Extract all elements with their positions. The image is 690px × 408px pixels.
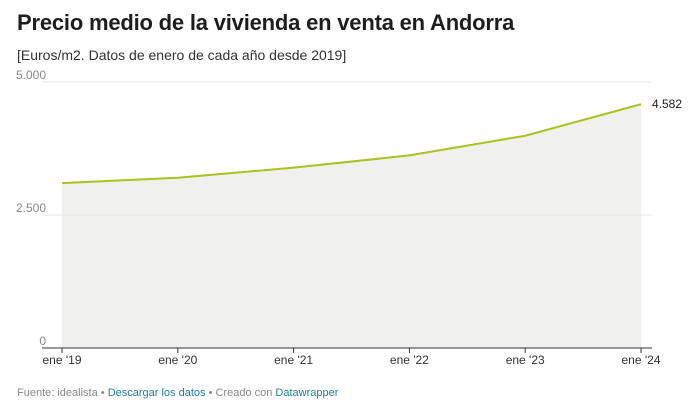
y-tick-label: 0 (39, 334, 46, 348)
datawrapper-link[interactable]: Datawrapper (275, 387, 339, 399)
x-tick-label: ene '24 (622, 353, 661, 367)
area-fill (62, 104, 641, 348)
y-tick-label: 5.000 (16, 68, 46, 82)
x-tick-label: ene '19 (43, 353, 82, 367)
x-tick-label: ene '21 (274, 353, 313, 367)
y-tick-label: 2.500 (16, 201, 46, 215)
footer-separator: • (97, 387, 108, 399)
x-tick-label: ene '20 (158, 353, 197, 367)
end-value-label: 4.582 (652, 97, 682, 111)
chart-title: Precio medio de la vivienda en venta en … (17, 10, 515, 35)
download-data-link[interactable]: Descargar los datos (107, 387, 206, 399)
source-text: Fuente: idealista (17, 387, 98, 399)
footer-separator: • (205, 387, 216, 399)
chart-footer: Fuente: idealista • Descargar los datos … (17, 387, 338, 399)
chart-subtitle: [Euros/m2. Datos de enero de cada año de… (17, 47, 347, 63)
created-with-text: Creado con (215, 387, 273, 399)
x-tick-label: ene '22 (390, 353, 429, 367)
x-tick-label: ene '23 (506, 353, 545, 367)
series-line (61, 103, 642, 185)
